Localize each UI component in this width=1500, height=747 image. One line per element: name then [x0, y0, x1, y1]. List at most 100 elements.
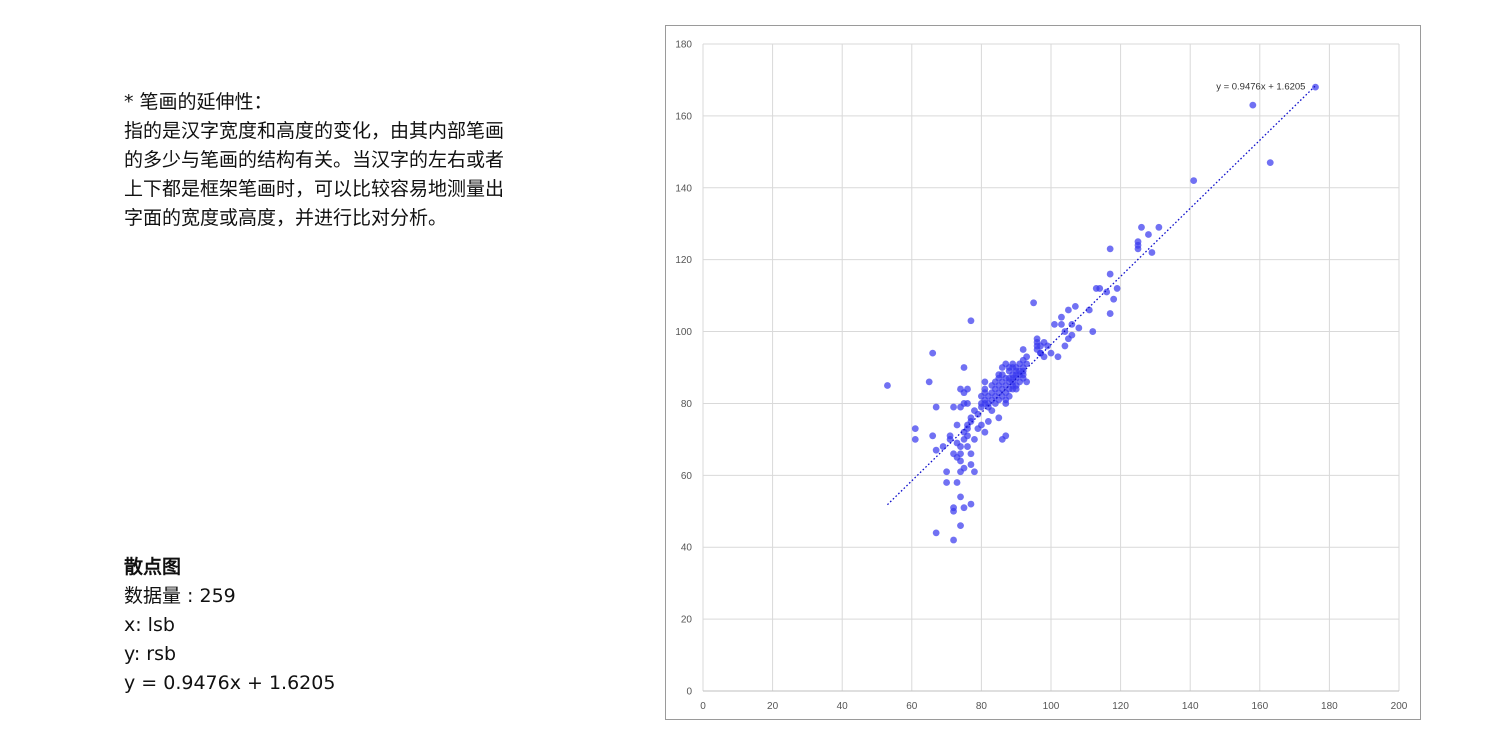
x-tick-label: 40 [837, 701, 849, 712]
data-point [967, 418, 975, 425]
data-point [943, 479, 950, 486]
data-point [1312, 83, 1319, 91]
data-point [1155, 223, 1163, 231]
data-point [1023, 360, 1031, 368]
data-point [1040, 353, 1048, 361]
data-point [964, 443, 971, 450]
regression-equation: y = 0.9476x + 1.6205 [124, 672, 336, 694]
data-point [967, 500, 975, 508]
scatter-chart: 0 20 40 60 80 100 120 140 160 180 200 0 20 40 60 80 100 1… [665, 25, 1421, 720]
stats-block: 散点图 数据量 : 259 x: lsb y: rsb y = 0.9476x … [124, 553, 504, 698]
data-point [1148, 249, 1156, 256]
data-point [1023, 378, 1031, 386]
y-tick-label: 40 [681, 543, 693, 554]
data-point [995, 414, 1003, 422]
data-point [950, 536, 957, 544]
data-point [946, 432, 954, 440]
trendline-equation-label: y = 0.9476x + 1.6205 [1216, 82, 1305, 93]
data-point [964, 385, 971, 393]
data-point [1075, 324, 1083, 332]
x-tick-label: 120 [1112, 701, 1129, 712]
y-tick-label: 160 [675, 111, 692, 122]
data-point [988, 407, 996, 415]
data-point [971, 435, 978, 443]
data-point [1065, 306, 1072, 314]
data-point [971, 468, 978, 476]
x-tick-label: 180 [1321, 701, 1338, 712]
data-point [1047, 349, 1055, 357]
scatter-plot-svg: 0 20 40 60 80 100 120 140 160 180 200 0 20 40 60 80 100 1… [675, 40, 1408, 713]
data-point [932, 403, 940, 411]
data-point [925, 378, 933, 386]
data-point [1005, 392, 1013, 400]
data-point [1106, 310, 1114, 317]
data-point [1089, 328, 1097, 335]
data-point [960, 464, 968, 472]
data-point [950, 504, 957, 512]
y-tick-label: 60 [681, 471, 693, 482]
data-point [1054, 353, 1062, 361]
x-tick-label: 100 [1043, 701, 1060, 712]
y-tick-label: 140 [675, 183, 692, 194]
data-point [1138, 223, 1145, 231]
description-block: * 笔画的延伸性： 指的是汉字宽度和高度的变化，由其内部笔画的多少与笔画的结构有… [124, 88, 504, 233]
data-point [1030, 299, 1037, 307]
data-point [1044, 342, 1051, 350]
data-point [1266, 159, 1274, 167]
data-point [978, 421, 985, 429]
data-point [953, 421, 961, 429]
data-point [1023, 353, 1031, 361]
data-point [964, 400, 971, 407]
data-point [1096, 285, 1104, 292]
data-point [984, 418, 992, 425]
data-point [960, 364, 968, 371]
data-point [981, 385, 989, 393]
data-point [1002, 400, 1010, 407]
data-point [957, 443, 964, 450]
y-tick-label: 80 [681, 399, 693, 410]
description-heading: * 笔画的延伸性： [124, 91, 273, 113]
data-point [974, 410, 982, 418]
data-point [1012, 385, 1020, 393]
y-tick-label: 100 [675, 327, 692, 338]
data-point [1106, 245, 1114, 253]
data-point [929, 349, 937, 357]
data-point [1058, 320, 1065, 328]
data-point [957, 450, 964, 458]
data-point [911, 435, 919, 443]
data-point [1110, 295, 1118, 303]
data-point [981, 428, 989, 436]
description-body: 指的是汉字宽度和高度的变化，由其内部笔画的多少与笔画的结构有关。当汉字的左右或者… [124, 120, 505, 229]
data-point [1249, 101, 1257, 109]
y-variable: y: rsb [124, 643, 177, 665]
x-tick-label: 140 [1182, 701, 1199, 712]
y-tick-label: 0 [686, 687, 692, 698]
data-point [964, 432, 971, 440]
data-point [1190, 177, 1198, 184]
data-point [953, 479, 961, 486]
data-count: 数据量 : 259 [124, 585, 236, 607]
y-tick-label: 120 [675, 255, 692, 266]
data-point [967, 317, 975, 325]
x-tick-label: 60 [906, 701, 918, 712]
trendline [886, 85, 1316, 506]
data-point [1071, 302, 1079, 310]
data-point [1134, 238, 1142, 246]
data-point [1106, 270, 1114, 278]
data-point [964, 425, 971, 433]
data-point [1058, 313, 1065, 321]
x-tick-label: 160 [1251, 701, 1268, 712]
x-tick-label: 20 [767, 701, 779, 712]
data-point [1068, 331, 1076, 339]
data-point [1145, 231, 1152, 238]
trendline-group: y = 0.9476x + 1.6205 [886, 82, 1316, 506]
data-point [884, 382, 891, 389]
data-points [884, 83, 1319, 544]
data-point [950, 403, 957, 411]
data-point [1019, 346, 1027, 353]
data-point [1113, 285, 1121, 292]
stats-title: 散点图 [124, 556, 182, 578]
y-tick-label: 20 [681, 615, 693, 626]
x-tick-label: 200 [1391, 701, 1408, 712]
data-point [957, 493, 964, 501]
